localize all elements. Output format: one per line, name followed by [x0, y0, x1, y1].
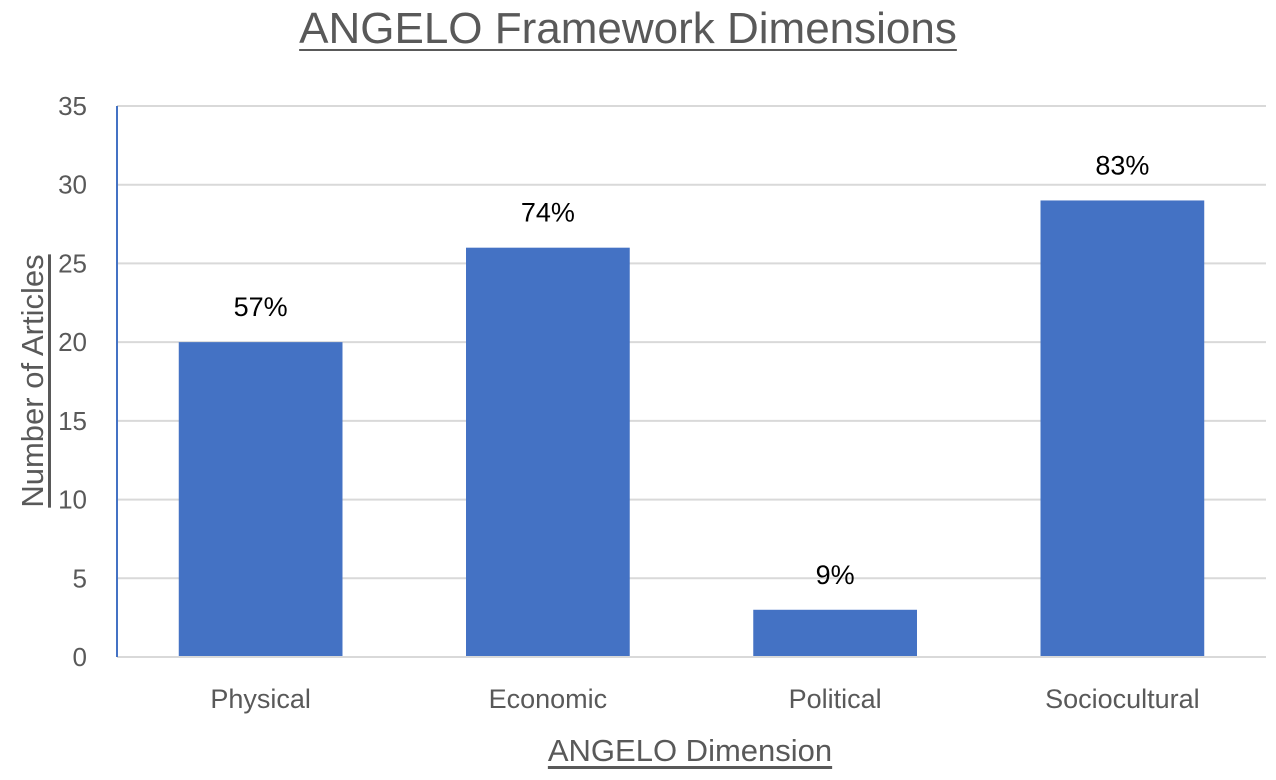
bar-physical	[178, 342, 343, 657]
axes	[116, 106, 1266, 658]
y-tick-label: 35	[58, 91, 87, 121]
x-axis-title: ANGELO Dimension	[547, 733, 833, 768]
y-tick-label: 25	[58, 248, 87, 278]
y-tick-label: 15	[58, 406, 87, 436]
y-tick-label: 20	[58, 327, 87, 357]
chart-title: ANGELO Framework Dimensions	[299, 4, 957, 53]
x-tick-label: Economic	[489, 684, 608, 714]
y-tick-label: 10	[58, 485, 87, 515]
bar-sociocultural	[1040, 200, 1205, 657]
y-tick-label: 5	[73, 563, 87, 593]
x-tick-label: Sociocultural	[1045, 684, 1200, 714]
data-label: 57%	[234, 292, 288, 322]
bars	[178, 200, 1205, 657]
labels: 0 5 10 15 20 25 30 35 Physical 57% Economic 74% Poli…	[58, 91, 1200, 714]
data-label: 9%	[816, 560, 855, 590]
data-label: 74%	[521, 198, 575, 228]
bar-economic	[466, 247, 630, 657]
y-tick-label: 30	[58, 170, 87, 200]
x-tick-label: Political	[789, 684, 882, 714]
bar-political	[753, 609, 917, 657]
data-label: 83%	[1095, 150, 1149, 180]
x-tick-label: Physical	[210, 684, 311, 714]
y-tick-label: 0	[73, 642, 87, 672]
